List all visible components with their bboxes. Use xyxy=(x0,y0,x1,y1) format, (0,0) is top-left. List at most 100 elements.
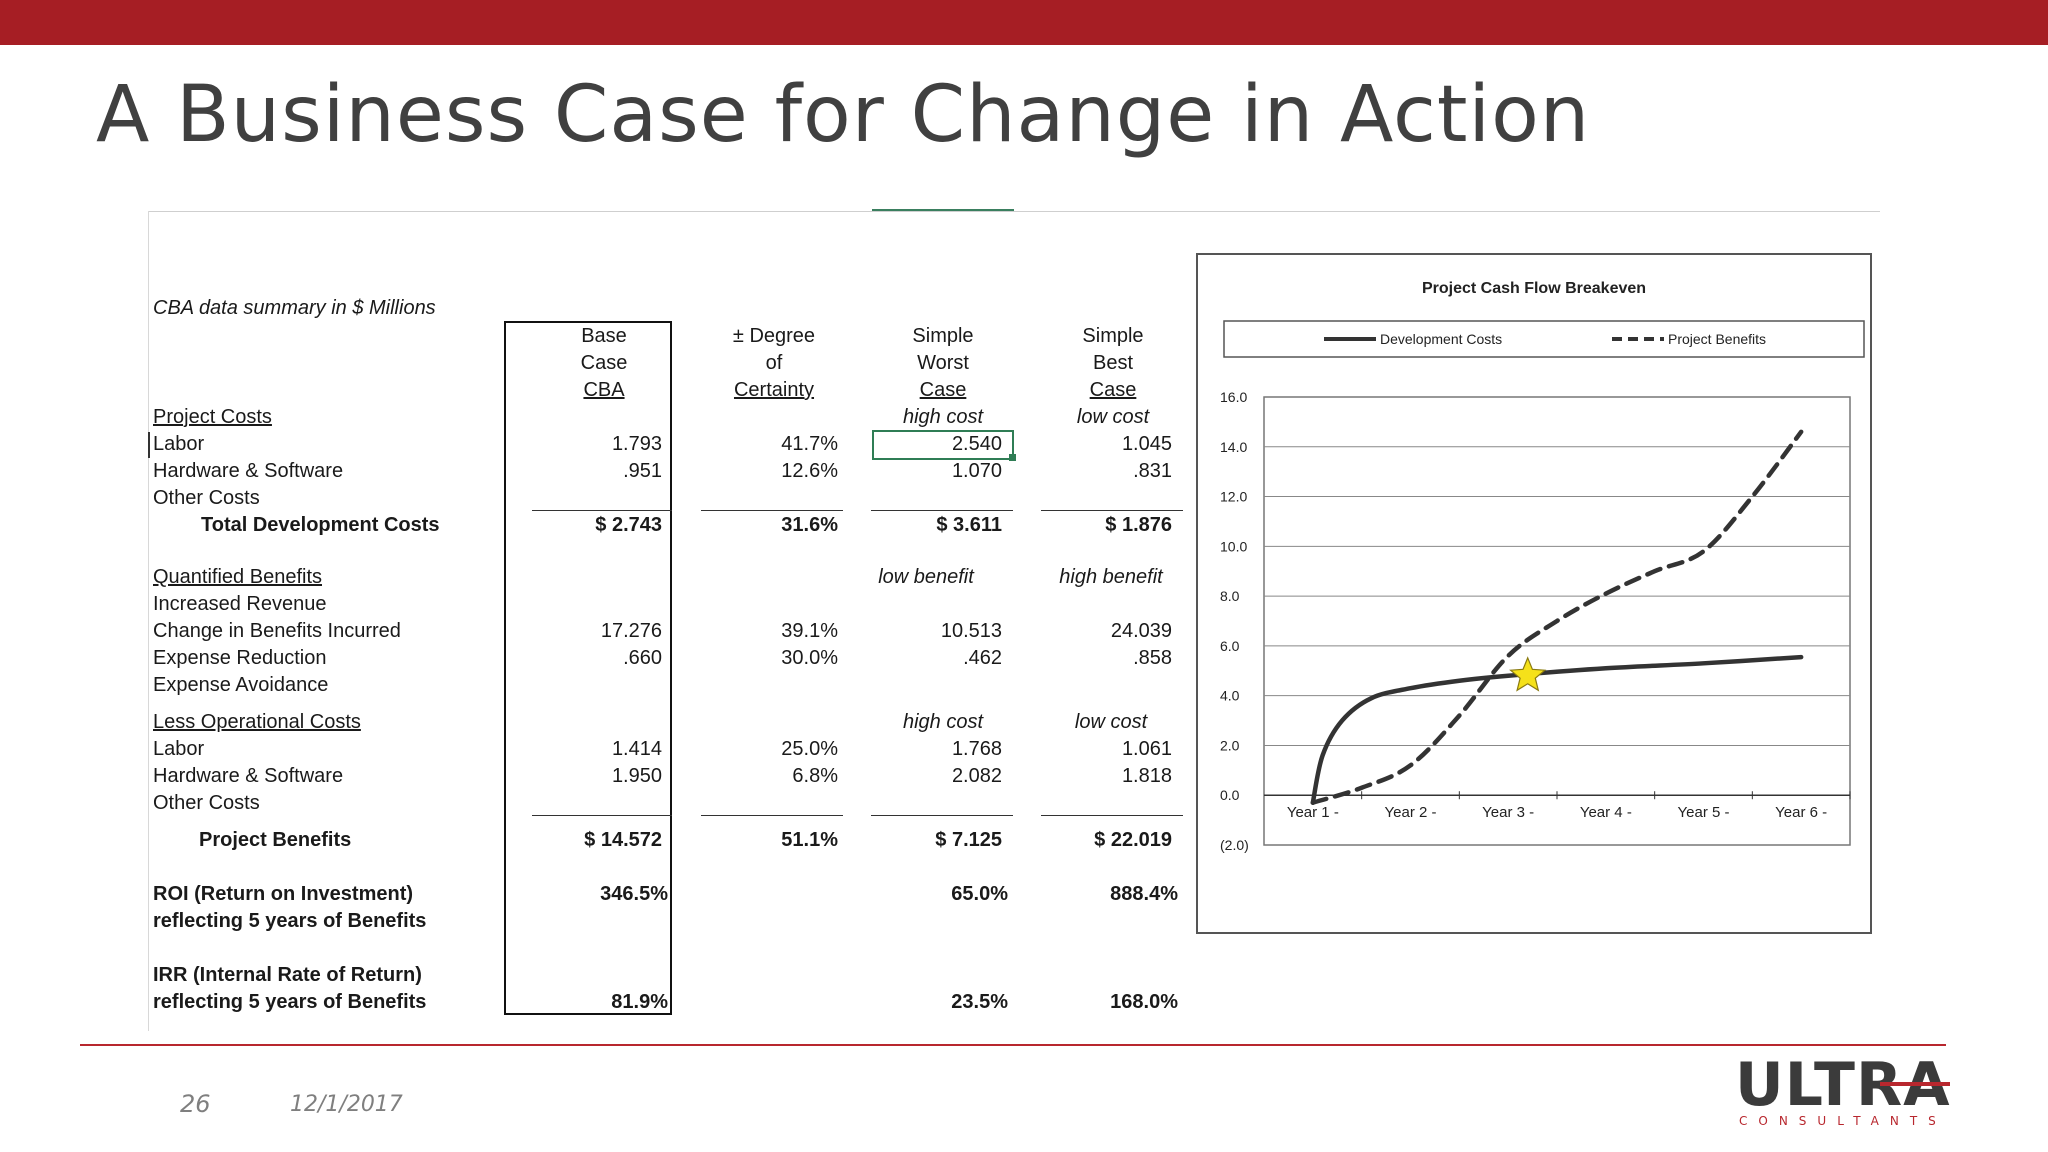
x-tick-label: Year 2 - xyxy=(1385,804,1437,821)
y-tick-label: 4.0 xyxy=(1220,688,1240,704)
y-tick-label: 2.0 xyxy=(1220,737,1240,753)
y-tick-label: 6.0 xyxy=(1220,638,1240,654)
total-rule xyxy=(532,815,672,816)
header-degree-1: ± Degree xyxy=(732,325,816,347)
cell-base: 1.793 xyxy=(611,433,662,455)
logo-subtext: CONSULTANTS xyxy=(1739,1114,1947,1128)
sheet-top-border xyxy=(148,211,1880,212)
cell-best: 1.818 xyxy=(1121,765,1172,787)
section-quantified-benefits: Quantified Benefits xyxy=(153,566,322,588)
cell-worst: .462 xyxy=(963,647,1002,669)
total-dev-base: $ 2.743 xyxy=(595,514,662,536)
base-case-box xyxy=(504,321,672,1015)
cell-degree: 39.1% xyxy=(781,620,838,642)
irr-sublabel: reflecting 5 years of Benefits xyxy=(153,991,427,1013)
row-label: Increased Revenue xyxy=(153,593,327,615)
y-tick-label: 12.0 xyxy=(1220,489,1247,505)
roi-sublabel: reflecting 5 years of Benefits xyxy=(153,910,427,932)
slide-date: 12/1/2017 xyxy=(290,1092,403,1117)
worst-benefit-note: low benefit xyxy=(878,566,974,588)
row-label: Labor xyxy=(153,433,205,455)
total-dev-degree: 31.6% xyxy=(781,514,838,536)
project-benefits-base: $ 14.572 xyxy=(584,829,662,851)
cell-best: .831 xyxy=(1133,460,1172,482)
project-benefits-degree: 51.1% xyxy=(781,829,838,851)
irr-best: 168.0% xyxy=(1110,991,1178,1013)
cell-worst: 10.513 xyxy=(940,620,1002,642)
project-benefits-worst: $ 7.125 xyxy=(935,829,1002,851)
header-base-2: Case xyxy=(580,352,628,374)
total-rule xyxy=(871,510,1013,511)
cell-degree: 30.0% xyxy=(781,647,838,669)
plot-area xyxy=(1263,396,1851,846)
y-tick-label: (2.0) xyxy=(1220,837,1249,853)
header-worst-1: Simple xyxy=(912,325,974,347)
ultra-consultants-logo: ULTRA CONSULTANTS xyxy=(1735,1052,1950,1132)
y-tick-label: 8.0 xyxy=(1220,588,1240,604)
roi-base: 346.5% xyxy=(600,883,668,905)
section-project-costs: Project Costs xyxy=(153,406,272,428)
row-label: Other Costs xyxy=(153,487,260,509)
series-line-development-costs xyxy=(1310,654,1804,805)
cell-worst: 1.768 xyxy=(951,738,1002,760)
selected-cell[interactable] xyxy=(872,430,1014,460)
chart-canvas: Project Cash Flow Breakeven Development C… xyxy=(1220,280,1865,853)
cell-worst: 1.070 xyxy=(951,460,1002,482)
cell-base: .660 xyxy=(623,647,662,669)
row-label: Other Costs xyxy=(153,792,260,814)
column-selection-marker xyxy=(872,209,1014,211)
logo-swoosh xyxy=(1880,1082,1950,1086)
row-label: Labor xyxy=(153,738,205,760)
fill-handle[interactable] xyxy=(1009,454,1016,461)
header-best-2: Best xyxy=(1092,352,1134,374)
irr-label: IRR (Internal Rate of Return) xyxy=(153,964,422,986)
section-less-operational-costs: Less Operational Costs xyxy=(153,711,361,733)
cell-best: 24.039 xyxy=(1110,620,1172,642)
total-rule xyxy=(532,510,672,511)
x-tick-label: Year 5 - xyxy=(1678,804,1730,821)
total-rule xyxy=(701,510,843,511)
total-dev-best: $ 1.876 xyxy=(1105,514,1172,536)
cell-degree: 25.0% xyxy=(781,738,838,760)
roi-worst: 65.0% xyxy=(951,883,1008,905)
y-tick-label: 0.0 xyxy=(1220,787,1240,803)
row-label: Expense Avoidance xyxy=(153,674,329,696)
cash-flow-chart: Project Cash Flow Breakeven Development C… xyxy=(1196,253,1872,934)
y-tick-label: 16.0 xyxy=(1220,389,1247,405)
y-tick-label: 10.0 xyxy=(1220,538,1247,554)
cell-base: 1.414 xyxy=(611,738,662,760)
project-benefits-label: Project Benefits xyxy=(199,829,352,851)
x-tick-label: Year 4 - xyxy=(1580,804,1632,821)
legend-label-development-costs: Development Costs xyxy=(1380,331,1502,347)
header-worst-2: Worst xyxy=(917,352,969,374)
cell-base: .951 xyxy=(623,460,662,482)
worst-cost-note: high cost xyxy=(902,406,984,428)
roi-label: ROI (Return on Investment) xyxy=(153,883,414,905)
total-dev-costs-label: Total Development Costs xyxy=(201,514,440,536)
total-dev-worst: $ 3.611 xyxy=(936,514,1002,536)
project-benefits-best: $ 22.019 xyxy=(1094,829,1172,851)
cba-table: CBA data summary in $ Millions Base Case… xyxy=(148,297,1183,1015)
x-tick-label: Year 1 - xyxy=(1287,804,1339,821)
row-cursor xyxy=(148,432,150,458)
y-tick-label: 14.0 xyxy=(1220,439,1247,455)
footer-rule xyxy=(80,1044,1946,1046)
total-rule xyxy=(701,815,843,816)
irr-worst: 23.5% xyxy=(951,991,1008,1013)
cell-base: 17.276 xyxy=(600,620,662,642)
cell-degree: 6.8% xyxy=(792,765,838,787)
header-base-3: CBA xyxy=(583,379,625,401)
chart-legend-box xyxy=(1223,320,1865,358)
cell-worst: 2.082 xyxy=(951,765,1002,787)
x-tick-label: Year 6 - xyxy=(1775,804,1827,821)
chart-title: Project Cash Flow Breakeven xyxy=(1422,280,1646,297)
total-rule xyxy=(1041,815,1183,816)
best-cost-note: low cost xyxy=(1076,406,1150,428)
cell-best: .858 xyxy=(1133,647,1172,669)
irr-base: 81.9% xyxy=(611,991,668,1013)
best-opcost-note: low cost xyxy=(1074,711,1148,733)
cell-best: 1.045 xyxy=(1121,433,1172,455)
top-accent-bar xyxy=(0,0,2048,45)
row-label: Expense Reduction xyxy=(153,647,327,669)
roi-best: 888.4% xyxy=(1110,883,1178,905)
